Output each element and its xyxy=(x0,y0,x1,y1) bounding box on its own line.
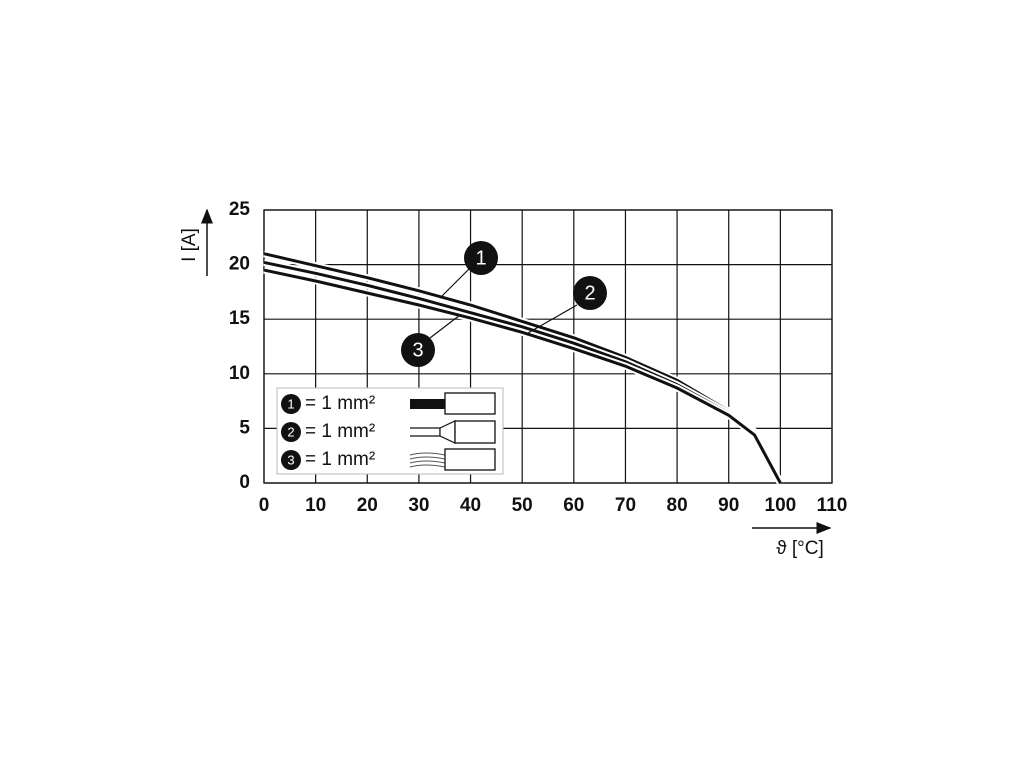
legend-number: 3 xyxy=(287,452,294,467)
x-tick-label: 100 xyxy=(765,495,797,516)
callout: 1 xyxy=(475,247,486,269)
legend-label: = 1 mm² xyxy=(305,449,375,470)
callout: 2 xyxy=(584,282,595,304)
legend-label: = 1 mm² xyxy=(305,421,375,442)
callouts: 1 2 3 xyxy=(401,241,607,367)
y-tick-label: 10 xyxy=(229,363,250,384)
callout: 3 xyxy=(412,339,423,361)
legend-number: 2 xyxy=(287,424,294,439)
x-tick-label: 90 xyxy=(718,495,739,516)
legend-marker xyxy=(281,450,301,470)
legend-label: = 1 mm² xyxy=(305,393,375,414)
y-tick-label: 15 xyxy=(229,308,251,329)
x-tick-label: 40 xyxy=(460,495,481,516)
y-tick-label: 5 xyxy=(239,417,250,438)
x-tick-label: 60 xyxy=(563,495,584,516)
legend-marker xyxy=(281,394,301,414)
y-tick-label: 20 xyxy=(229,254,250,275)
x-tick-label: 50 xyxy=(512,495,533,516)
x-tick-label: 70 xyxy=(615,495,636,516)
y-tick-label: 25 xyxy=(229,199,251,220)
legend-number: 1 xyxy=(287,396,294,411)
x-tick-label: 30 xyxy=(408,495,429,516)
x-tick-label: 80 xyxy=(667,495,688,516)
y-tick-label: 0 xyxy=(239,472,250,493)
x-tick-label: 0 xyxy=(259,495,270,516)
curve xyxy=(263,268,782,484)
legend-marker xyxy=(281,422,301,442)
x-axis-label: ϑ [°C] xyxy=(776,538,824,559)
x-tick-label: 110 xyxy=(817,495,848,516)
x-tick-label: 10 xyxy=(305,495,326,516)
x-tick-label: 20 xyxy=(357,495,378,516)
legend: 1 = 1 mm² 2 = 1 mm² 3 = 1 mm² xyxy=(276,387,504,475)
y-axis-label: I [A] xyxy=(179,228,200,262)
